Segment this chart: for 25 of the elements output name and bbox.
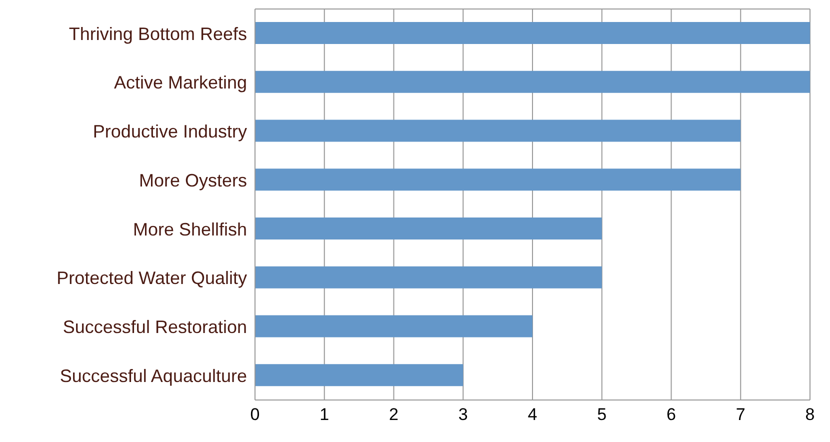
- bar: [255, 120, 741, 142]
- y-tick-label: Successful Restoration: [62, 317, 247, 338]
- x-tick-label: 6: [666, 405, 676, 424]
- y-tick-label: More Shellfish: [132, 219, 247, 240]
- x-tick-label: 2: [389, 405, 398, 424]
- x-tick-label: 8: [805, 405, 815, 424]
- x-tick-label: 0: [250, 405, 260, 424]
- bar: [255, 22, 810, 44]
- x-tick-label: 3: [458, 405, 468, 424]
- bar: [255, 218, 602, 240]
- bar: [255, 315, 532, 338]
- bar: [255, 70, 810, 93]
- bar: [255, 168, 741, 191]
- y-tick-label: Active Marketing: [114, 72, 247, 93]
- x-tick-label: 5: [597, 405, 607, 424]
- x-tick-label: 1: [320, 405, 330, 424]
- x-tick-label: 4: [528, 405, 538, 424]
- y-tick-label: More Oysters: [138, 170, 247, 190]
- y-tick-label: Successful Aquaculture: [60, 366, 247, 386]
- y-tick-label: Protected Water Quality: [56, 268, 247, 288]
- bar: [255, 364, 464, 386]
- x-tick-label: 7: [736, 405, 746, 424]
- bar: [255, 266, 602, 288]
- y-tick-label: Thriving Bottom Reefs: [68, 24, 247, 44]
- y-tick-label: Productive Industry: [92, 122, 247, 142]
